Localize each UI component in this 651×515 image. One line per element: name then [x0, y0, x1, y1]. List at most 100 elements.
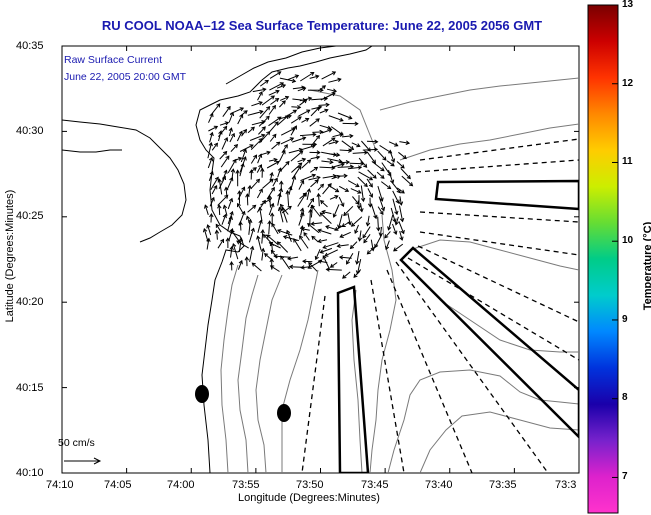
current-vector-head: [306, 159, 312, 164]
current-vector-head: [258, 91, 263, 96]
current-vector: [347, 180, 360, 187]
current-vector-head: [331, 71, 337, 76]
current-vector-head: [311, 173, 317, 178]
current-vector: [290, 125, 297, 136]
current-vector-head: [288, 264, 294, 270]
current-vector: [343, 205, 354, 216]
current-vector-head: [216, 103, 221, 108]
current-vector-head: [244, 256, 250, 261]
current-vector: [249, 246, 254, 262]
current-vector-head: [363, 163, 368, 168]
current-vector: [260, 79, 269, 87]
current-vector-head: [349, 244, 355, 250]
scale-label: 50 cm/s: [58, 437, 95, 449]
current-vector: [339, 231, 351, 238]
current-vector-head: [329, 263, 335, 268]
current-vector-head: [300, 211, 305, 217]
current-vector: [393, 243, 404, 252]
current-vector-head: [354, 121, 359, 126]
current-vector: [286, 230, 292, 242]
current-vector-head: [337, 77, 342, 82]
current-vector-head: [301, 157, 307, 163]
current-vector: [211, 185, 218, 195]
current-vector-head: [259, 109, 264, 115]
current-vector-head: [269, 171, 274, 177]
current-vector-head: [245, 193, 250, 198]
current-vector: [360, 185, 364, 202]
current-vector: [262, 178, 274, 189]
current-vector-head: [222, 175, 226, 181]
current-vector: [268, 203, 274, 216]
current-vector: [299, 99, 307, 106]
current-vector-head: [260, 229, 265, 234]
current-vector-head: [291, 175, 297, 180]
current-vector: [311, 205, 321, 217]
current-vector-head: [235, 169, 240, 174]
current-vector: [215, 224, 222, 233]
current-vector-head: [315, 74, 320, 79]
current-vector-head: [237, 202, 241, 208]
current-vector: [268, 90, 280, 96]
current-vector: [322, 255, 330, 270]
current-vector-head: [329, 159, 334, 165]
range-lines: [301, 138, 579, 473]
current-vector-head: [208, 141, 213, 147]
current-vector: [248, 228, 255, 243]
current-vector: [337, 166, 354, 168]
current-vector-head: [343, 173, 348, 179]
current-vector: [269, 82, 284, 91]
current-vector: [236, 131, 243, 142]
current-vector: [279, 77, 296, 82]
current-vector-head: [276, 229, 282, 234]
current-vector-head: [313, 166, 319, 171]
current-vector: [338, 196, 344, 207]
current-vector: [338, 214, 343, 229]
current-vector: [268, 116, 282, 127]
current-vector: [269, 242, 281, 249]
current-vector-head: [393, 230, 398, 236]
current-vector-head: [357, 189, 362, 194]
current-vector: [291, 162, 303, 173]
current-vector-head: [285, 160, 290, 166]
current-vector: [271, 223, 279, 235]
current-vector: [379, 144, 392, 154]
current-vector-head: [380, 174, 385, 179]
current-vector: [377, 206, 384, 215]
x-axis-label: Longitude (Degrees:Minutes): [238, 492, 380, 504]
current-vector: [219, 122, 229, 126]
current-vector: [399, 205, 404, 222]
current-vector: [218, 205, 221, 216]
current-vector: [257, 236, 262, 251]
current-vector-head: [280, 206, 286, 212]
current-vector-head: [331, 137, 336, 142]
sensor-dot-2: [277, 404, 291, 422]
current-vector: [210, 103, 221, 116]
current-vector-head: [242, 156, 247, 161]
current-vector: [310, 107, 320, 117]
current-vector: [371, 161, 385, 172]
current-vector: [232, 243, 239, 260]
current-vector-head: [366, 250, 371, 255]
current-vector: [272, 178, 278, 187]
current-vector: [337, 244, 349, 247]
current-vector-head: [393, 247, 398, 252]
current-vector: [256, 188, 263, 199]
current-vector-head: [365, 222, 371, 227]
plot-area: [61, 45, 580, 474]
current-vector: [264, 253, 273, 261]
current-vector-head: [279, 180, 284, 185]
current-vector: [269, 71, 281, 79]
current-vector: [308, 262, 318, 272]
current-vector-head: [277, 116, 282, 121]
current-vector-head: [349, 133, 354, 139]
y-tick-label: 40:15: [16, 382, 44, 394]
current-vector-head: [270, 202, 275, 208]
current-vector: [332, 133, 343, 138]
y-tick-label: 40:20: [16, 296, 44, 308]
current-vector: [248, 185, 251, 197]
current-vector: [321, 129, 332, 134]
current-vector-head: [340, 162, 346, 167]
current-vector-head: [202, 227, 208, 233]
current-vector: [301, 266, 311, 269]
current-vector-head: [408, 182, 414, 187]
